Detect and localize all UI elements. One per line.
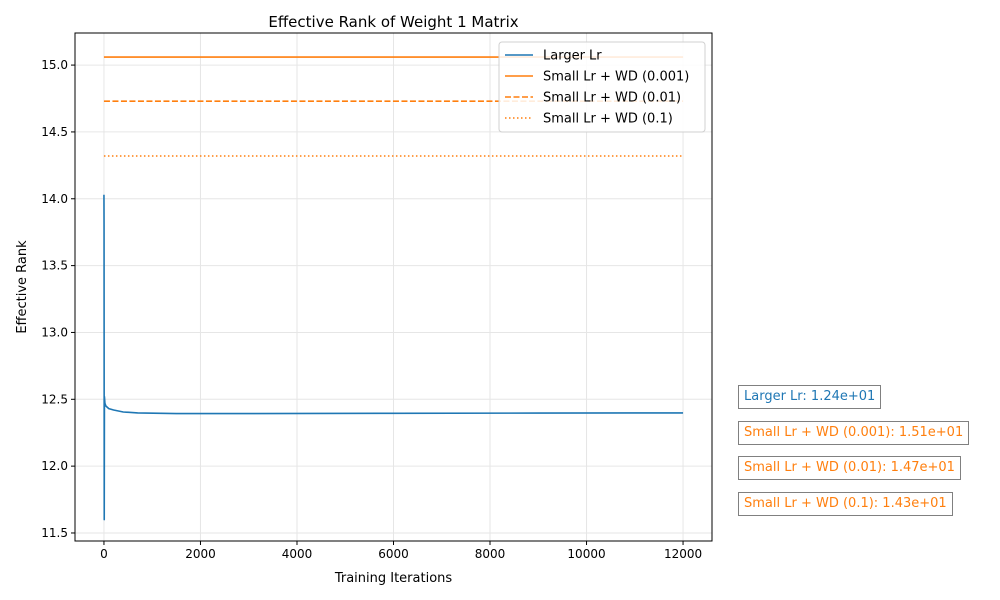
x-tick-label: 4000 <box>282 547 313 561</box>
legend-frame <box>498 41 706 133</box>
x-axis-ticks: 0 2000 4000 6000 8000 10000 12000 <box>100 541 702 561</box>
x-tick-label: 2000 <box>185 547 216 561</box>
y-tick-label: 12.5 <box>41 392 68 406</box>
legend-label: Small Lr + WD (0.01) <box>543 91 681 106</box>
series-line-1 <box>103 194 684 521</box>
y-tick-label: 11.5 <box>41 526 68 540</box>
x-axis-label: Training Iterations <box>334 571 453 586</box>
x-tick-label: 12000 <box>664 547 702 561</box>
x-tick-label: 8000 <box>475 547 506 561</box>
y-axis-label: Effective Rank <box>15 240 30 334</box>
chart-title: Effective Rank of Weight 1 Matrix <box>268 13 518 31</box>
y-tick-label: 12.0 <box>41 459 68 473</box>
annotation-box: Small Lr + WD (0.1): 1.43e+01 <box>738 492 953 516</box>
y-tick-label: 14.5 <box>41 125 68 139</box>
y-tick-label: 13.0 <box>41 325 68 339</box>
y-tick-label: 15.0 <box>41 58 68 72</box>
legend-label: Small Lr + WD (0.001) <box>543 70 689 85</box>
legend-label: Small Lr + WD (0.1) <box>543 112 673 127</box>
x-tick-label: 6000 <box>378 547 409 561</box>
y-axis-ticks: 11.5 12.0 12.5 13.0 13.5 14.0 14.5 15.0 <box>41 58 75 540</box>
legend-label: Larger Lr <box>543 49 602 64</box>
y-tick-label: 14.0 <box>41 192 68 206</box>
annotation-box: Small Lr + WD (0.01): 1.47e+01 <box>738 456 961 480</box>
annotation-box: Larger Lr: 1.24e+01 <box>738 385 882 409</box>
legend: Larger Lr Small Lr + WD (0.001) Small Lr +… <box>498 41 706 133</box>
y-tick-label: 13.5 <box>41 259 68 273</box>
x-tick-label: 10000 <box>567 547 605 561</box>
x-tick-label: 0 <box>100 547 108 561</box>
annotation-box: Small Lr + WD (0.001): 1.51e+01 <box>738 421 970 445</box>
